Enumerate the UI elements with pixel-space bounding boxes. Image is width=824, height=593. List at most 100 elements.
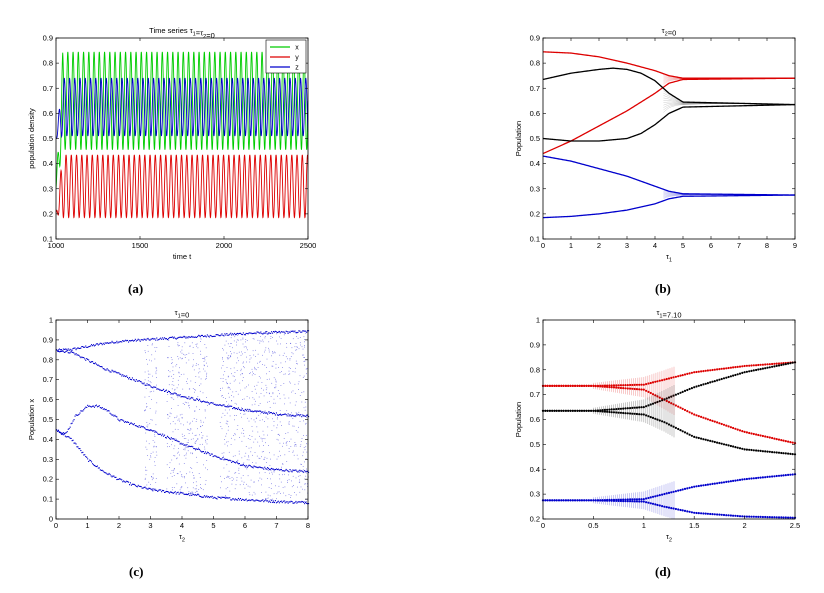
scatter-point: [57, 430, 59, 432]
scatter-point: [750, 364, 753, 367]
scatter-point: [173, 448, 175, 450]
scatter-point: [131, 339, 133, 341]
scatter-point: [677, 427, 680, 431]
scatter-point: [658, 494, 661, 497]
scatter-point: [264, 364, 266, 366]
scatter-point: [226, 367, 228, 368]
scatter-point: [288, 451, 290, 452]
scatter-point: [232, 333, 234, 335]
scatter-point: [240, 413, 241, 414]
scatter-point: [272, 337, 273, 338]
scatter-point: [275, 331, 277, 333]
scatter-point: [232, 375, 234, 377]
y-tick-label: 0.9: [43, 34, 53, 43]
scatter-point: [187, 428, 188, 430]
scatter-point: [117, 418, 119, 420]
scatter-point: [262, 419, 263, 421]
scatter-point: [146, 406, 147, 408]
scatter-point: [148, 487, 150, 489]
scatter-point: [279, 398, 281, 400]
scatter-point: [273, 501, 275, 503]
y-tick-label: 0.1: [43, 235, 53, 244]
scatter-point: [194, 448, 196, 450]
scatter-point: [610, 499, 613, 502]
scatter-point: [154, 434, 155, 436]
scatter-point: [261, 499, 263, 501]
scatter-point: [171, 359, 173, 361]
scatter-point: [186, 381, 187, 382]
scatter-point: [775, 438, 778, 441]
scatter-point: [211, 453, 213, 455]
scatter-point: [206, 374, 207, 376]
scatter-point: [265, 389, 267, 391]
scatter-point: [206, 362, 207, 364]
scatter-point: [275, 485, 276, 487]
scatter-point: [236, 362, 238, 364]
scatter-point: [109, 412, 111, 414]
scatter-point: [183, 373, 185, 375]
scatter-point: [651, 381, 655, 384]
scatter-point: [211, 495, 213, 497]
scatter-point: [66, 436, 68, 438]
scatter-point: [107, 342, 109, 344]
scatter-point: [166, 339, 168, 341]
scatter-point: [124, 481, 126, 483]
scatter-point: [142, 426, 144, 428]
scatter-point: [166, 491, 168, 493]
scatter-point: [93, 344, 95, 346]
scatter-point: [261, 412, 263, 414]
scatter-point: [252, 397, 254, 399]
scatter-point: [125, 376, 127, 378]
scatter-point: [750, 477, 753, 480]
scatter-point: [121, 419, 123, 421]
scatter-point: [203, 357, 205, 359]
scatter-point: [156, 384, 157, 386]
scatter-point: [59, 349, 61, 351]
scatter-point: [704, 417, 707, 420]
scatter-point: [777, 451, 781, 454]
scatter-point: [93, 406, 95, 408]
scatter-point: [296, 363, 297, 364]
scatter-point: [198, 448, 200, 450]
scatter-point: [683, 487, 687, 490]
scatter-point: [229, 415, 231, 417]
scatter-point: [777, 516, 781, 519]
scatter-point: [228, 403, 230, 405]
scatter-point: [297, 471, 299, 473]
scatter-point: [259, 466, 261, 468]
scatter-point: [299, 491, 301, 493]
scatter-point: [622, 411, 625, 415]
scatter-point: [270, 488, 272, 489]
scatter-point: [288, 370, 290, 372]
scatter-point: [270, 470, 272, 471]
scatter-point: [250, 466, 252, 468]
scatter-point: [294, 442, 296, 443]
scatter-point: [205, 336, 207, 338]
scatter-point: [249, 397, 250, 399]
scatter-point: [784, 363, 787, 366]
scatter-point: [246, 356, 247, 358]
plot-area-a: [56, 51, 308, 219]
scatter-point: [183, 444, 185, 446]
scatter-point: [277, 390, 279, 391]
scatter-point: [244, 408, 246, 410]
scatter-point: [736, 479, 739, 482]
scatter-point: [252, 499, 254, 501]
scatter-point: [227, 386, 229, 388]
scatter-point: [748, 364, 751, 367]
scatter-point: [88, 359, 90, 361]
scatter-point: [248, 464, 250, 466]
scatter-point: [773, 475, 776, 478]
scatter-point: [225, 497, 226, 499]
scatter-point: [771, 365, 774, 368]
scatter-point: [624, 500, 627, 503]
scatter-point: [755, 364, 758, 367]
scatter-point: [251, 494, 253, 496]
scatter-point: [622, 387, 625, 390]
scatter-point: [283, 331, 285, 333]
scatter-point: [82, 410, 84, 412]
scatter-point: [207, 452, 209, 454]
scatter-point: [194, 336, 196, 338]
scatter-point: [585, 409, 588, 412]
scatter-point: [77, 446, 79, 448]
